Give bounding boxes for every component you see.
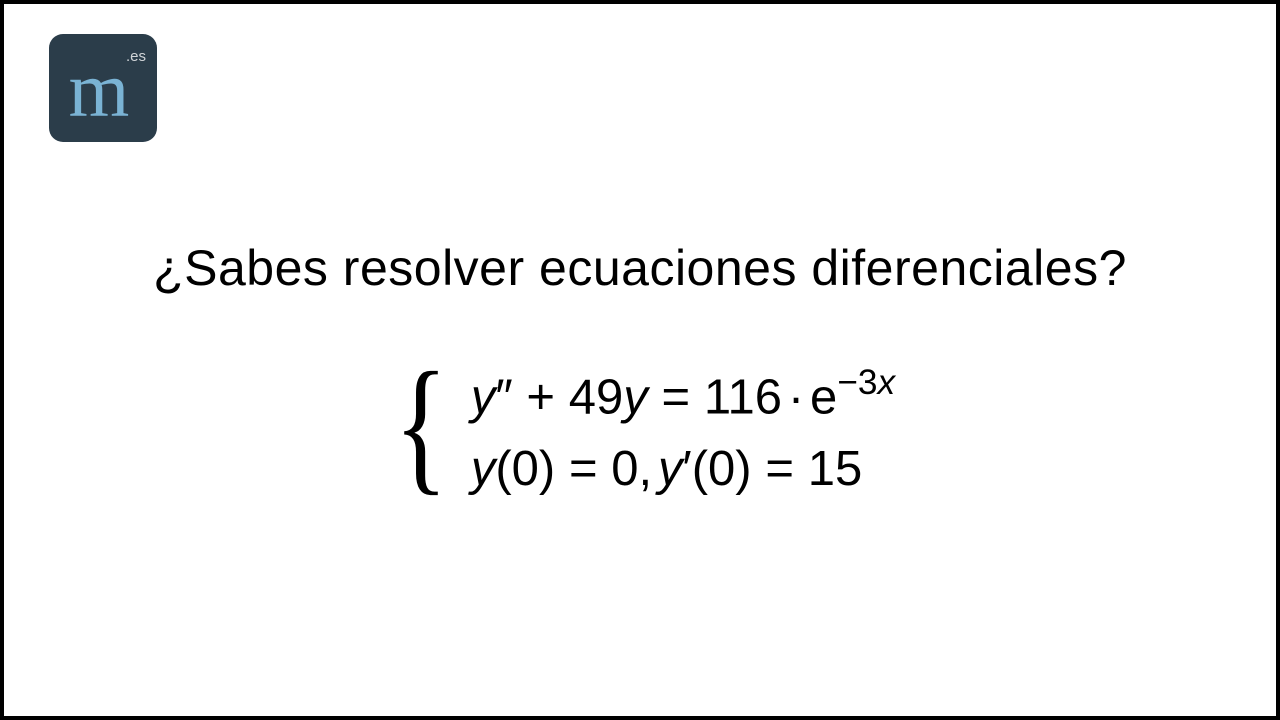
logo-superscript: .es — [126, 48, 146, 65]
brand-logo: m .es — [49, 34, 157, 142]
initial-conditions: y(0)=0,y′(0)=15 — [471, 439, 862, 500]
heading-question: ¿Sabes resolver ecuaciones diferenciales… — [4, 239, 1276, 297]
equation-lines: y″+49y=116·e−3x y(0)=0,y′(0)=15 — [471, 363, 895, 500]
left-brace: { — [394, 362, 448, 490]
main-content: ¿Sabes resolver ecuaciones diferenciales… — [4, 239, 1276, 500]
logo-letter: m — [69, 51, 130, 129]
equation-system: { y″+49y=116·e−3x y(0)=0,y′(0)=15 — [385, 363, 895, 500]
differential-equation: y″+49y=116·e−3x — [471, 363, 895, 429]
